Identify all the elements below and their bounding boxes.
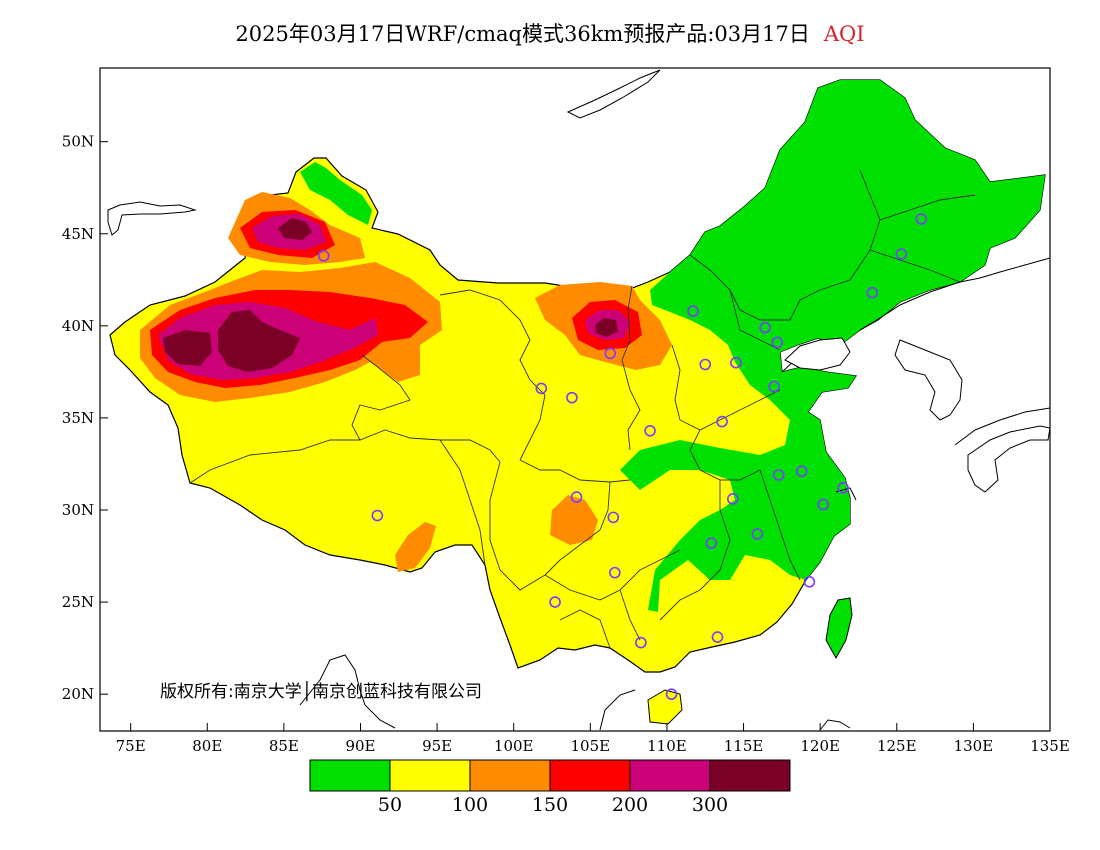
- aqi-hazardous-region-north: [278, 218, 312, 240]
- x-tick-label: 75E: [116, 737, 146, 755]
- aqi-hazardous-region-west: [163, 330, 212, 366]
- map-title: 2025年03月17日WRF/cmaq模式36km预报产品:03月17日 AQI: [0, 18, 1100, 48]
- city-marker: [803, 576, 816, 588]
- aqi-good-region-east: [620, 412, 850, 612]
- legend-label: 200: [612, 794, 648, 816]
- y-tick-label: 20N: [62, 685, 94, 703]
- x-tick-label: 115E: [724, 737, 764, 755]
- city-marker: [837, 482, 849, 494]
- legend-swatch: [709, 759, 791, 792]
- city-marker: [895, 248, 908, 260]
- title-variable: AQI: [823, 22, 865, 46]
- city-marker: [604, 347, 617, 360]
- city-marker: [699, 358, 712, 371]
- city-marker: [730, 356, 742, 369]
- city-markers: [317, 213, 928, 700]
- taiwan-island: [825, 597, 853, 660]
- city-marker: [768, 380, 780, 393]
- city-marker: [570, 491, 583, 503]
- legend-swatch: [469, 759, 551, 792]
- aqi-hazardous-region-ordos: [595, 318, 618, 337]
- city-marker: [817, 498, 830, 511]
- legend-label: 300: [692, 794, 728, 816]
- aqi-good-region-altay: [300, 162, 372, 225]
- legend-swatch: [549, 759, 631, 792]
- aqi-hazardous-region-center: [218, 310, 300, 372]
- x-tick-label: 85E: [269, 737, 299, 755]
- city-marker: [759, 321, 771, 334]
- y-tick-label: 40N: [62, 317, 94, 335]
- copyright-text: 版权所有:南京大学│南京创蓝科技有限公司: [160, 681, 482, 702]
- city-marker: [711, 631, 724, 643]
- x-tick-label: 110E: [647, 737, 687, 755]
- x-tick-label: 80E: [192, 737, 222, 755]
- city-marker: [915, 213, 928, 225]
- y-tick-label: 25N: [62, 593, 94, 611]
- x-tick-label: 100E: [494, 737, 534, 755]
- x-tick-label: 120E: [800, 737, 840, 755]
- legend-swatch: [309, 759, 391, 792]
- neighbor-coastlines: [107, 69, 1050, 731]
- y-axis: 20N 25N 30N 35N 40N 45N 50N: [62, 133, 108, 703]
- city-marker: [535, 382, 548, 395]
- legend-label: 150: [532, 794, 568, 816]
- city-marker: [727, 493, 739, 505]
- city-marker: [609, 566, 621, 579]
- city-marker: [705, 537, 718, 549]
- city-marker: [371, 509, 384, 522]
- city-marker: [687, 305, 699, 317]
- city-marker: [772, 469, 785, 481]
- province-boundaries: [189, 169, 976, 649]
- city-marker: [549, 596, 561, 608]
- x-tick-label: 125E: [877, 737, 917, 755]
- y-tick-label: 35N: [62, 409, 94, 427]
- y-tick-label: 50N: [62, 133, 94, 151]
- city-marker: [566, 391, 578, 404]
- y-tick-label: 45N: [62, 225, 94, 243]
- city-marker: [771, 336, 784, 349]
- city-marker: [716, 415, 728, 428]
- city-marker: [607, 511, 620, 524]
- x-tick-label: 130E: [954, 737, 994, 755]
- legend-label: 50: [378, 794, 402, 816]
- aqi-orange-region-sichuan: [550, 495, 598, 545]
- title-text: 2025年03月17日WRF/cmaq模式36km预报产品:03月17日: [235, 22, 810, 46]
- city-marker: [635, 636, 647, 649]
- city-marker: [665, 688, 678, 700]
- legend-label: 100: [452, 794, 488, 816]
- bohai-bay: [784, 337, 851, 371]
- x-tick-label: 135E: [1030, 737, 1070, 755]
- x-axis: 75E 80E 85E 90E 95E 100E 105E 110E 115E 120E 125E 1…: [116, 723, 1070, 755]
- legend-swatch: [629, 759, 711, 792]
- legend-swatch: [389, 759, 471, 792]
- city-marker: [866, 286, 879, 299]
- x-tick-label: 90E: [345, 737, 375, 755]
- city-marker: [795, 465, 808, 478]
- city-marker: [751, 528, 764, 540]
- x-tick-label: 105E: [571, 737, 611, 755]
- y-tick-label: 30N: [62, 501, 94, 519]
- aqi-good-region-northeast: [650, 80, 1045, 420]
- city-marker: [317, 250, 330, 262]
- aqi-orange-region-tibet: [395, 522, 436, 572]
- city-marker: [644, 425, 656, 437]
- color-legend: 50 100 150 200 300: [309, 759, 791, 816]
- x-tick-label: 95E: [422, 737, 452, 755]
- plot-frame: [99, 67, 1051, 732]
